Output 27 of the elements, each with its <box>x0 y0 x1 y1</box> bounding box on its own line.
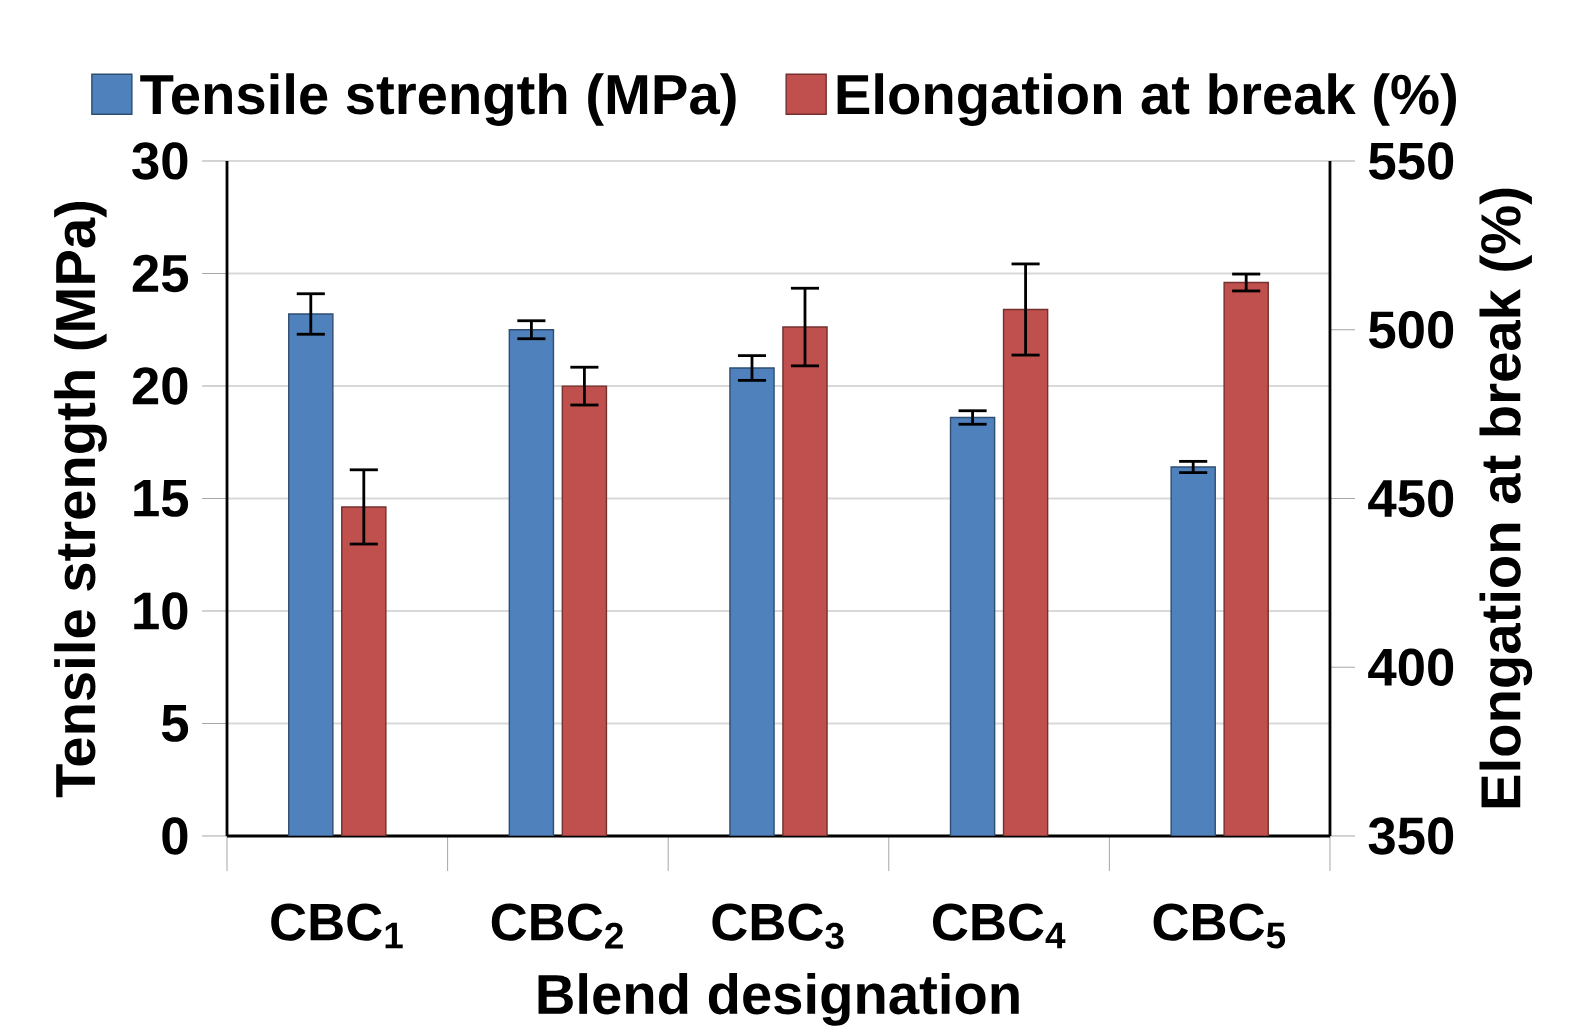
y2-tick-label: 350 <box>1368 817 1454 855</box>
y2-tick-label: 450 <box>1368 479 1454 518</box>
bar <box>949 416 996 836</box>
y-tick-label: 25 <box>132 254 189 293</box>
x-tick-label: CBC$_{2}$ <box>491 903 623 949</box>
bar <box>508 329 555 836</box>
x-tick-label: CBC$_{5}$ <box>1153 903 1286 949</box>
y-axis-title: Tensile strength (MPa) <box>54 201 107 798</box>
bar <box>288 313 334 836</box>
y2-tick-label: 400 <box>1368 648 1454 686</box>
x-tick-label: CBC$_{4}$ <box>932 903 1066 949</box>
bar <box>1170 466 1216 836</box>
x-tick-label: CBC$_{3}$ <box>712 903 844 949</box>
x-tick-label: CBC$_{1}$ <box>271 903 403 949</box>
y2-axis-title: Elongation at break (%) <box>1479 188 1533 808</box>
y-tick-label: 30 <box>132 142 188 180</box>
y-tick-label: 5 <box>161 705 189 742</box>
y2-tick-label: 500 <box>1368 311 1454 349</box>
y2-tick-label: 550 <box>1368 142 1454 180</box>
legend-label: Tensile strength (MPa) <box>140 73 736 126</box>
y-tick-label: 15 <box>134 480 189 517</box>
y-tick-label: 10 <box>134 592 188 630</box>
legend-label: Elongation at break (%) <box>837 73 1456 126</box>
bar <box>729 367 775 836</box>
y-tick-label: 0 <box>162 817 188 855</box>
y-tick-label: 20 <box>132 367 188 405</box>
x-axis-title: Blend designation <box>538 973 1019 1026</box>
